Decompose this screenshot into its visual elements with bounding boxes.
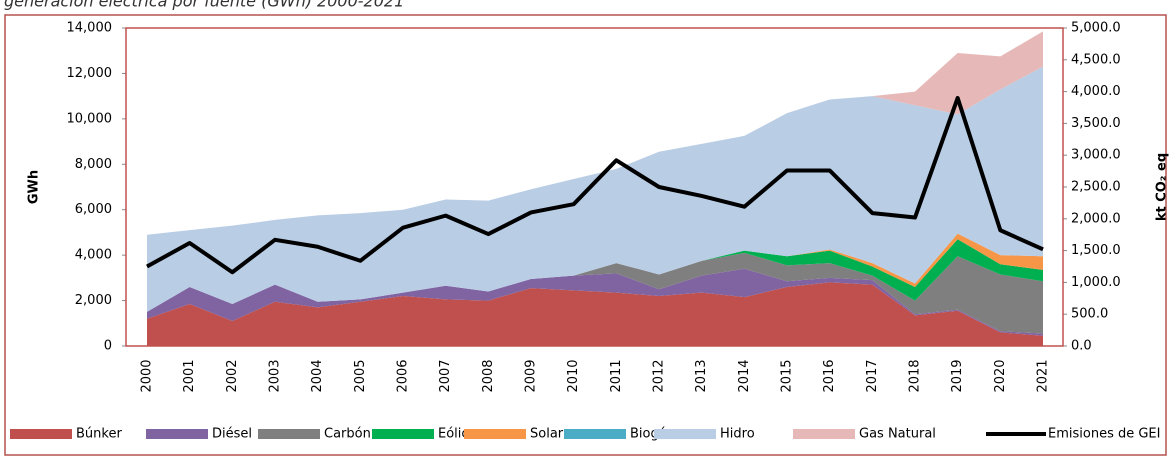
y2-tick-label: 1,000.0	[1071, 275, 1121, 290]
x-tick-label: 2020	[993, 359, 1008, 392]
y2-tick-label: 5,000.0	[1071, 21, 1121, 36]
area	[147, 268, 1043, 336]
legend-swatch	[793, 429, 855, 439]
y-tick-label: 0	[104, 339, 112, 354]
x-tick-label: 2018	[908, 359, 923, 392]
y2-tick-label: 1,500.0	[1071, 243, 1121, 258]
legend-swatch	[654, 429, 716, 439]
legend-label: Solar	[530, 427, 564, 442]
y2-tick-label: 4,000.0	[1071, 84, 1121, 99]
legend-swatch	[10, 429, 72, 439]
y2-tick-label: 4,500.0	[1071, 52, 1121, 67]
x-tick-label: 2007	[438, 359, 453, 392]
x-tick-label: 2000	[140, 359, 155, 392]
y-tick-label: 6,000	[75, 202, 112, 217]
x-tick-label: 2021	[1036, 359, 1051, 392]
y2-tick-label: 2,000.0	[1071, 211, 1121, 226]
x-tick-label: 2006	[396, 359, 411, 392]
y-axis-label: GWh	[27, 170, 42, 204]
x-tick-label: 2013	[694, 359, 709, 392]
y-tick-label: 12,000	[67, 66, 113, 81]
chart-border	[4, 14, 1167, 456]
area	[147, 239, 1043, 312]
x-tick-label: 2014	[737, 359, 752, 392]
legend-swatch	[258, 429, 320, 439]
x-tick-label: 2010	[566, 359, 581, 392]
y-tick-label: 4,000	[75, 248, 112, 263]
x-tick-label: 2015	[780, 359, 795, 392]
legend-label: Hidro	[720, 427, 755, 442]
area	[147, 233, 1043, 312]
y2-tick-label: 0.0	[1071, 339, 1092, 354]
x-tick-label: 2002	[225, 359, 240, 392]
y2-tick-label: 500.0	[1071, 307, 1108, 322]
x-tick-label: 2012	[652, 359, 667, 392]
x-tick-label: 2004	[310, 359, 325, 392]
x-tick-label: 2001	[182, 359, 197, 392]
line	[146, 95, 1044, 275]
y-tick-label: 8,000	[75, 157, 112, 172]
legend-swatch	[372, 429, 434, 439]
x-tick-label: 2008	[481, 359, 496, 392]
area	[147, 282, 1043, 346]
legend-label: Carbón	[324, 427, 371, 442]
legend-label: Búnker	[76, 427, 122, 442]
chart-title: generación eléctrica por fuente (GWh) 20…	[4, 0, 404, 11]
plot-border	[125, 27, 1064, 347]
area	[147, 252, 1043, 334]
y2-tick-label: 3,000.0	[1071, 148, 1121, 163]
x-tick-label: 2009	[524, 359, 539, 392]
y2-axis-label: kt CO₂ eq	[1155, 153, 1170, 221]
x-tick-label: 2016	[822, 359, 837, 392]
legend-label: Emisiones de GEI	[1048, 427, 1160, 442]
y2-tick-label: 2,500.0	[1071, 180, 1121, 195]
legend-swatch	[464, 429, 526, 439]
y-tick-label: 10,000	[67, 111, 113, 126]
legend-label: Gas Natural	[859, 427, 936, 442]
y2-tick-label: 3,500.0	[1071, 116, 1121, 131]
legend-swatch	[146, 429, 208, 439]
x-tick-label: 2003	[268, 359, 283, 392]
x-tick-label: 2005	[353, 359, 368, 392]
x-tick-label: 2017	[865, 359, 880, 392]
x-tick-label: 2019	[950, 359, 965, 392]
x-tick-label: 2011	[609, 359, 624, 392]
legend-swatch	[564, 429, 626, 439]
y-tick-label: 2,000	[75, 293, 112, 308]
legend-label: Diésel	[212, 427, 252, 442]
y-tick-label: 14,000	[67, 21, 113, 36]
